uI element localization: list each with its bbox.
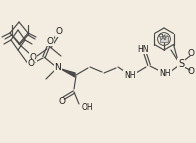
Text: O: O: [55, 27, 63, 36]
Text: OH: OH: [82, 104, 94, 113]
Text: NH: NH: [159, 69, 171, 79]
Text: Ar: Ar: [161, 36, 167, 41]
Text: HN: HN: [137, 44, 149, 53]
Text: S: S: [178, 59, 184, 69]
Text: O: O: [27, 59, 34, 68]
Text: O: O: [188, 67, 194, 77]
Text: NH: NH: [124, 70, 136, 80]
Text: O: O: [46, 36, 54, 45]
Text: O: O: [30, 52, 36, 61]
Text: N: N: [55, 63, 61, 73]
Text: O: O: [188, 48, 194, 57]
Text: CH₃: CH₃: [159, 34, 169, 39]
Polygon shape: [61, 69, 75, 77]
Text: O: O: [58, 97, 65, 106]
